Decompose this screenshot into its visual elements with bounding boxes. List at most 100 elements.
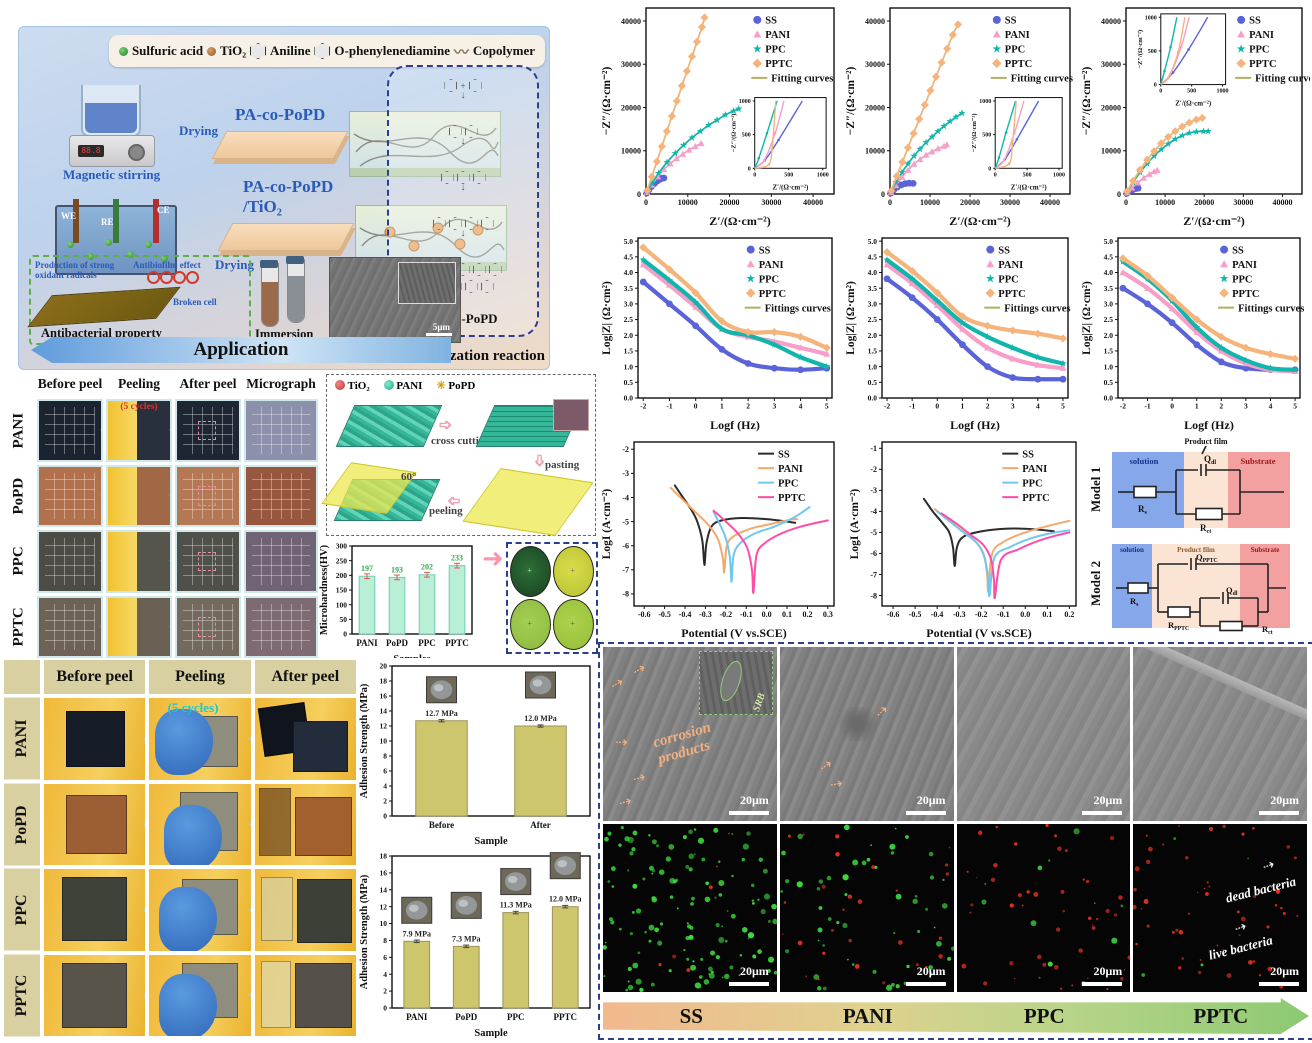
arrow-icon: ➜ bbox=[248, 983, 251, 1008]
row-label-ppc: PPC bbox=[4, 869, 40, 951]
schematic-legend: Sulfuric acid TiO₂ Aniline O-phenylenedi… bbox=[109, 35, 545, 67]
svg-text:−Z″/(Ω·cm⁻²): −Z″/(Ω·cm⁻²) bbox=[1081, 66, 1093, 135]
svg-text:PANI: PANI bbox=[356, 638, 378, 648]
peeling-label: peeling bbox=[429, 505, 463, 517]
svg-text:Qdl: Qdl bbox=[1226, 585, 1238, 597]
green-dot-icon bbox=[118, 46, 128, 56]
svg-text:202: 202 bbox=[421, 563, 433, 572]
svg-text:PANI: PANI bbox=[778, 464, 803, 475]
svg-text:197: 197 bbox=[361, 564, 373, 573]
svg-text:3.0: 3.0 bbox=[868, 300, 878, 309]
svg-text:3.0: 3.0 bbox=[1104, 300, 1114, 309]
svg-text:Before: Before bbox=[429, 820, 454, 830]
svg-text:-6: -6 bbox=[622, 542, 629, 551]
svg-text:2.0: 2.0 bbox=[624, 331, 634, 340]
svg-text:-4: -4 bbox=[622, 493, 629, 502]
svg-text:Log|Z| (Ω·cm²): Log|Z| (Ω·cm²) bbox=[845, 281, 857, 355]
sem-scale-label: 5μm bbox=[432, 322, 450, 332]
svg-text:1000: 1000 bbox=[817, 172, 829, 178]
svg-text:Fittings curves: Fittings curves bbox=[1004, 303, 1070, 314]
col-header-before-peel: Before peel bbox=[37, 376, 103, 391]
svg-text:20000: 20000 bbox=[1194, 198, 1214, 207]
oxidant-radicals-label: Production of strong oxidant radicals bbox=[35, 260, 115, 280]
pa-co-popd-tio2-label: PA-co-PoPD /TiO₂ bbox=[243, 177, 333, 217]
svg-text:8: 8 bbox=[383, 752, 387, 761]
svg-text:500: 500 bbox=[982, 133, 991, 139]
row-label-popd: PoPD bbox=[10, 477, 27, 515]
row-label-popd: PoPD bbox=[4, 783, 40, 865]
svg-text:30000: 30000 bbox=[1000, 198, 1020, 207]
ce-label: CE bbox=[157, 205, 170, 215]
svg-text:0: 0 bbox=[753, 172, 756, 178]
svg-text:20000: 20000 bbox=[960, 198, 980, 207]
svg-text:150: 150 bbox=[336, 586, 348, 595]
svg-text:Fitting curves: Fitting curves bbox=[1011, 74, 1073, 85]
working-electrode bbox=[73, 199, 79, 243]
svg-text:Adhesion Strength (MPa): Adhesion Strength (MPa) bbox=[359, 874, 370, 989]
arrow-icon: ➜ bbox=[169, 420, 170, 440]
svg-text:2: 2 bbox=[383, 797, 387, 806]
arrow-icon: ➜ bbox=[100, 420, 101, 440]
brown-dot-icon bbox=[207, 46, 217, 56]
svg-text:0.5: 0.5 bbox=[1104, 378, 1114, 387]
bode-plot-1: -2 -1 0 1 2 3 4 5 0.0 0.5 1.0 1.5 2.0 2.5 3.0 3.5 4.0 4.5… bbox=[600, 232, 842, 432]
scale-label: 20μm bbox=[1270, 793, 1299, 807]
svg-text:PPTC: PPTC bbox=[778, 493, 805, 504]
svg-text:SS: SS bbox=[1022, 449, 1034, 460]
svg-text:250: 250 bbox=[336, 556, 348, 565]
svg-text:30000: 30000 bbox=[761, 198, 781, 207]
label-line1: PA-co-PoPD bbox=[243, 177, 334, 196]
svg-text:PPTC: PPTC bbox=[1249, 59, 1276, 70]
arrow-icon: ➜ bbox=[169, 486, 170, 506]
svg-text:12.0 MPa: 12.0 MPa bbox=[549, 895, 581, 904]
col-header-after-peel: After peel bbox=[254, 660, 356, 694]
svg-text:Potential (V vs.SCE): Potential (V vs.SCE) bbox=[926, 626, 1031, 640]
svg-text:Sample: Sample bbox=[474, 1028, 508, 1038]
polarization-plot-2: -0.6 -0.5 -0.4 -0.3 -0.2 -0.1 0.0 0.1 0.2 -8 -7 -6 -… bbox=[848, 434, 1088, 640]
svg-text:Z′/(Ω·cm⁻²): Z′/(Ω·cm⁻²) bbox=[772, 183, 809, 191]
svg-text:-0.6: -0.6 bbox=[638, 610, 651, 619]
svg-text:0: 0 bbox=[1154, 83, 1157, 89]
svg-text:40000: 40000 bbox=[803, 198, 823, 207]
indentation-micrographs: + + + + bbox=[506, 542, 598, 654]
svg-text:3.5: 3.5 bbox=[868, 284, 878, 293]
svg-text:Logf (Hz): Logf (Hz) bbox=[710, 418, 760, 432]
svg-text:30000: 30000 bbox=[1101, 60, 1121, 69]
row-label-pani: PANI bbox=[4, 698, 40, 780]
svg-text:solution: solution bbox=[1120, 546, 1144, 554]
svg-text:3: 3 bbox=[1011, 402, 1015, 411]
scale-label: 20μm bbox=[1093, 964, 1123, 978]
svg-text:4.0: 4.0 bbox=[868, 268, 878, 277]
col-header-after-peel: After peel bbox=[179, 376, 237, 391]
svg-text:30000: 30000 bbox=[621, 60, 641, 69]
cycles-label: (5 cycles) bbox=[120, 402, 158, 412]
svg-text:-0.3: -0.3 bbox=[953, 610, 966, 619]
svg-text:30000: 30000 bbox=[865, 60, 885, 69]
row-label-ppc: PPC bbox=[10, 546, 27, 576]
svg-text:5: 5 bbox=[825, 402, 829, 411]
pptc-peeling-photo: ➜ bbox=[149, 954, 251, 1036]
svg-text:-8: -8 bbox=[622, 590, 629, 599]
svg-text:PPC: PPC bbox=[1022, 478, 1042, 489]
svg-text:1.5: 1.5 bbox=[868, 347, 878, 356]
sem-pani: ⇢ ⇢ ⇢ 20μm bbox=[779, 647, 954, 821]
svg-text:2: 2 bbox=[1219, 402, 1223, 411]
svg-text:2.5: 2.5 bbox=[1104, 315, 1114, 324]
svg-text:4: 4 bbox=[383, 782, 387, 791]
svg-text:SS: SS bbox=[765, 16, 777, 27]
test-tube-brown bbox=[260, 260, 279, 327]
svg-text:PANI: PANI bbox=[406, 1012, 428, 1022]
indentation-pptc: + bbox=[553, 599, 594, 650]
counter-electrode bbox=[153, 199, 159, 243]
coated-plate bbox=[27, 286, 181, 328]
nyquist-plot-1: 0 10000 20000 30000 40000 0 10000 20000 30000 400… bbox=[600, 2, 842, 228]
svg-text:16: 16 bbox=[380, 868, 388, 877]
svg-text:PPC: PPC bbox=[1232, 274, 1252, 285]
svg-text:-0.3: -0.3 bbox=[699, 610, 712, 619]
svg-text:-0.2: -0.2 bbox=[975, 610, 988, 619]
sample-pptc: PPTC bbox=[1193, 1003, 1249, 1028]
svg-text:5: 5 bbox=[1293, 402, 1297, 411]
svg-text:10000: 10000 bbox=[621, 147, 641, 156]
legend-popd: ✳ PoPD bbox=[436, 380, 476, 392]
scale-label: 20μm bbox=[739, 793, 769, 807]
